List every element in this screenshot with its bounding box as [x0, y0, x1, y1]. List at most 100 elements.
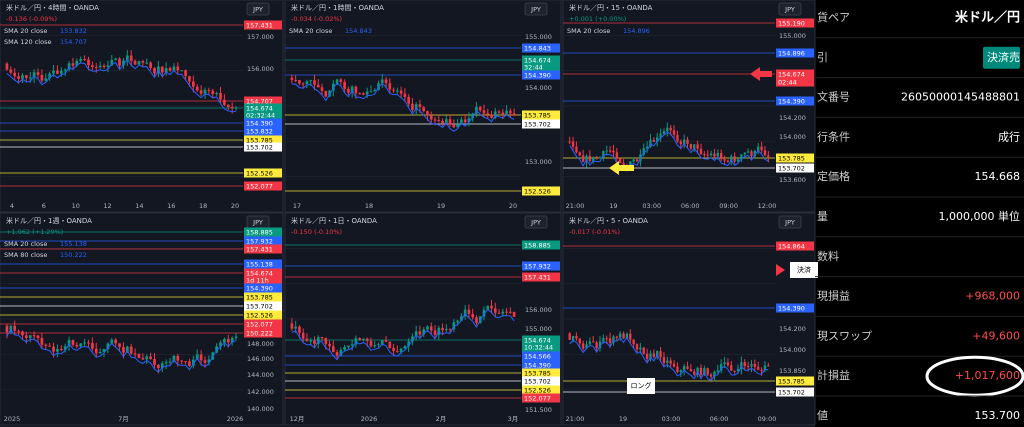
candle: [362, 93, 365, 95]
candle: [316, 84, 320, 88]
axis-label: 148.000: [247, 340, 274, 348]
candle: [44, 78, 48, 81]
candle: [689, 143, 693, 149]
price-tag-label: 153.785: [778, 155, 805, 163]
candle: [98, 65, 102, 68]
candle: [571, 335, 575, 340]
price-change: -0.136 (-0.09%): [6, 15, 57, 23]
candle: [686, 139, 689, 144]
candle: [505, 311, 508, 313]
price-tag: [244, 142, 282, 152]
candle: [693, 371, 696, 375]
candle: [203, 360, 207, 363]
candle: [122, 60, 125, 66]
currency: JPY: [530, 6, 541, 14]
candle: [380, 340, 384, 345]
price-tag-label: 154.674: [246, 270, 273, 278]
candle: [373, 345, 377, 347]
order-label: 行条件: [817, 129, 850, 143]
candle: [339, 349, 343, 356]
order-value: +49,600: [972, 329, 1020, 342]
candle: [219, 92, 222, 100]
candle: [456, 320, 459, 323]
candle: [585, 155, 588, 162]
currency-box: [778, 2, 802, 16]
candle: [67, 63, 71, 70]
candle: [195, 86, 199, 91]
x-axis-label: 06:00: [681, 202, 700, 210]
price-tag-label: 155.190: [778, 20, 805, 28]
order-label: 引: [817, 50, 828, 64]
candle: [40, 74, 44, 81]
candle: [118, 343, 121, 347]
price-tag: [522, 70, 560, 80]
candle: [615, 336, 618, 338]
candle: [429, 115, 433, 120]
price-tag: [776, 376, 814, 386]
candle: [48, 73, 52, 79]
order-value: +968,000: [965, 290, 1020, 303]
candle: [575, 335, 578, 339]
candle: [347, 345, 350, 348]
candle: [501, 311, 505, 314]
price-tag-label: 153.702: [246, 303, 273, 311]
candle: [294, 326, 297, 329]
candle: [71, 340, 75, 345]
indicator-name: SMA 80 close: [4, 251, 47, 259]
price-tag-label: 153.785: [524, 370, 551, 378]
candle: [720, 153, 723, 160]
price-tag: [244, 110, 282, 120]
candle: [52, 70, 55, 74]
candle: [497, 312, 501, 314]
candle: [160, 363, 164, 369]
indicator-name: SMA 20 close: [4, 240, 47, 248]
candle: [619, 333, 622, 338]
candle: [615, 152, 618, 159]
candle: [460, 119, 463, 125]
candle: [726, 362, 730, 366]
x-axis-label: 19: [609, 202, 617, 210]
candle: [195, 354, 199, 360]
price-tag-label: 32:44: [524, 64, 543, 72]
candle: [682, 139, 686, 145]
candle: [730, 365, 733, 371]
price-tag-label: 154.390: [246, 120, 273, 128]
candle: [305, 81, 309, 85]
price-tag-label: 154.864: [778, 243, 805, 251]
candle: [230, 337, 234, 343]
candle: [757, 146, 760, 151]
candle: [180, 360, 184, 362]
candle: [467, 118, 471, 123]
price-tag: [776, 69, 814, 79]
candle: [649, 139, 652, 147]
highlight: [925, 355, 1024, 397]
candle: [760, 146, 763, 151]
candle: [602, 338, 605, 342]
candle: [407, 96, 410, 104]
candle: [490, 114, 493, 118]
candle: [478, 106, 482, 111]
candle: [207, 359, 211, 363]
price-tag: [776, 153, 814, 163]
candle: [137, 353, 141, 358]
candle: [133, 353, 137, 355]
x-axis-label: 03:00: [642, 202, 661, 210]
order-value: 154.668: [975, 170, 1021, 183]
price-tag: [522, 186, 560, 196]
order-label: 計損益: [817, 368, 850, 382]
candle: [493, 111, 497, 118]
axis-label: 151.500: [525, 406, 552, 414]
candle: [441, 120, 444, 124]
candle: [305, 338, 309, 341]
candle: [588, 155, 592, 162]
axis-label: 154.000: [779, 346, 806, 354]
candle: [17, 330, 20, 332]
price-tag: [522, 62, 560, 72]
candle: [290, 323, 294, 329]
candle: [740, 154, 743, 160]
candle: [335, 352, 339, 356]
candle: [568, 141, 571, 143]
candle: [608, 150, 612, 152]
indicator-value: 154.707: [60, 38, 87, 46]
candle: [730, 156, 733, 162]
